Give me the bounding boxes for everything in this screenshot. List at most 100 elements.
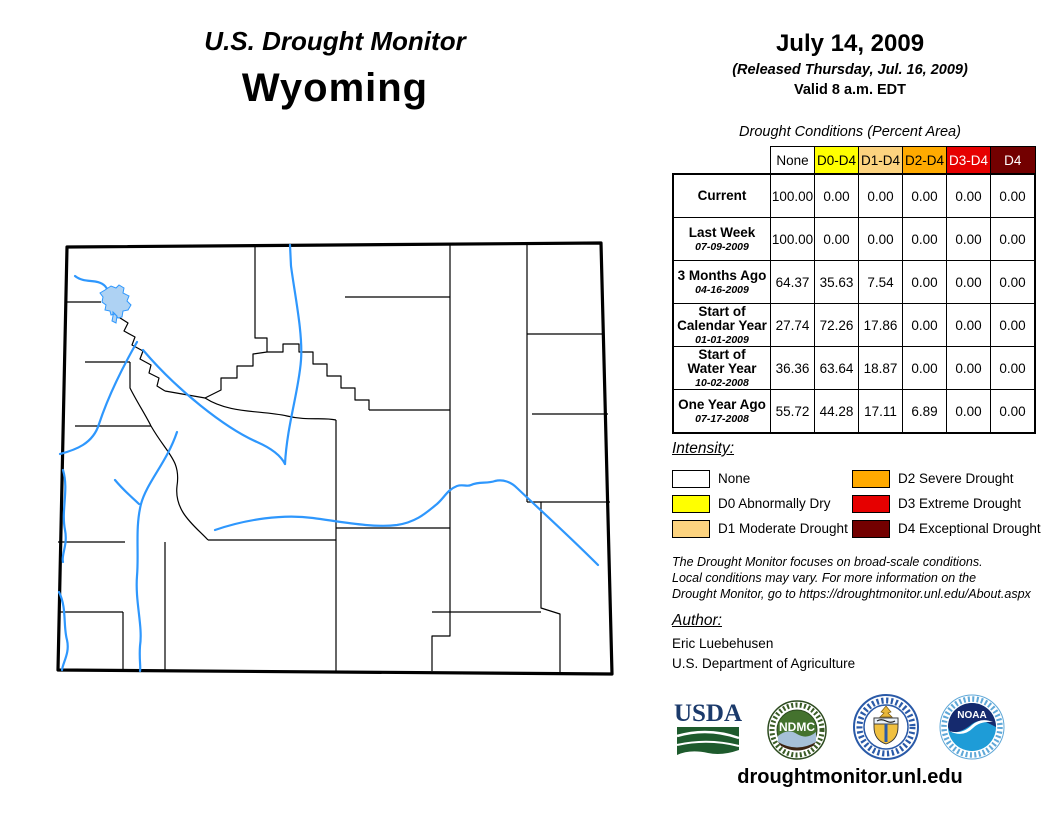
table-cell: 55.72 — [770, 389, 815, 434]
state-title: Wyoming — [241, 66, 429, 110]
table-cell: 0.00 — [946, 389, 991, 434]
table-cell: 0.00 — [946, 260, 991, 304]
legend-swatch — [852, 494, 890, 513]
row-label: Last Week — [688, 224, 756, 240]
table-cell: 0.00 — [902, 303, 947, 347]
legend-item: D3 Extreme Drought — [852, 491, 1041, 516]
legend-item: D2 Severe Drought — [852, 466, 1041, 491]
table-row: Last Week 07-09-2009 100.00 0.00 0.00 0.00 0.0… — [672, 217, 1036, 261]
table-cell: 44.28 — [814, 389, 859, 434]
drought-conditions-table: None D0-D4 D1-D4 D2-D4 D3-D4 D4 Current 100.00… — [672, 146, 1036, 434]
table-corner-cell — [673, 147, 771, 175]
table-cell: 0.00 — [990, 173, 1036, 218]
commerce-seal-logo — [853, 694, 919, 760]
agency-logos: USDA NDMC — [672, 694, 1028, 764]
legend-item: None — [672, 466, 848, 491]
legend-item: D0 Abnormally Dry — [672, 491, 848, 516]
table-cell: 18.87 — [858, 346, 903, 390]
table-cell: 0.00 — [990, 217, 1036, 261]
disclaimer-line: The Drought Monitor focuses on broad-sca… — [672, 555, 983, 569]
table-cell: 100.00 — [770, 173, 815, 218]
table-cell: 64.37 — [770, 260, 815, 304]
table-cell: 0.00 — [902, 260, 947, 304]
table-cell: 63.64 — [814, 346, 859, 390]
table-cell: 7.54 — [858, 260, 903, 304]
svg-text:NOAA: NOAA — [957, 710, 986, 721]
legend-right-column: D2 Severe Drought D3 Extreme Drought D4 Ex… — [852, 466, 1041, 541]
column-header-none: None — [770, 146, 815, 175]
legend-swatch — [672, 494, 710, 513]
column-header-d2-d4: D2-D4 — [902, 146, 947, 175]
table-cell: 0.00 — [946, 346, 991, 390]
table-cell: 0.00 — [990, 389, 1036, 434]
author-org: U.S. Department of Agriculture — [672, 656, 856, 671]
noaa-logo: NOAA — [939, 694, 1005, 760]
row-date: 04-16-2009 — [695, 283, 749, 296]
table-cell: 0.00 — [990, 303, 1036, 347]
table-cell: 0.00 — [946, 303, 991, 347]
legend-label: D3 Extreme Drought — [898, 496, 1022, 511]
legend-label: D0 Abnormally Dry — [718, 496, 831, 511]
row-label-cell: Last Week 07-09-2009 — [672, 217, 771, 261]
legend-swatch — [672, 469, 710, 488]
table-cell: 6.89 — [902, 389, 947, 434]
table-caption: Drought Conditions (Percent Area) — [739, 124, 961, 140]
legend-swatch — [852, 469, 890, 488]
released-date: (Released Thursday, Jul. 16, 2009) — [732, 62, 968, 78]
column-header-d4: D4 — [990, 146, 1036, 175]
page-title: U.S. Drought Monitor — [204, 26, 466, 56]
legend-swatch — [672, 519, 710, 538]
legend-label: D4 Exceptional Drought — [898, 521, 1041, 536]
column-header-d3-d4: D3-D4 — [946, 146, 991, 175]
disclaimer-line: Local conditions may vary. For more info… — [672, 571, 977, 585]
row-label: Start of Water Year — [687, 346, 757, 376]
state-border — [56, 241, 614, 676]
row-label-cell: 3 Months Ago 04-16-2009 — [672, 260, 771, 304]
yellowstone-lake — [99, 284, 132, 324]
table-cell: 0.00 — [902, 173, 947, 218]
legend-item: D1 Moderate Drought — [672, 516, 848, 541]
table-cell: 100.00 — [770, 217, 815, 261]
legend-label: D1 Moderate Drought — [718, 521, 848, 536]
column-header-d1-d4: D1-D4 — [858, 146, 903, 175]
row-label-cell: Start of Calendar Year 01-01-2009 — [672, 303, 771, 347]
usda-logo: USDA — [674, 700, 742, 755]
table-row: One Year Ago 07-17-2008 55.72 44.28 17.11 6.8… — [672, 389, 1036, 434]
row-label: Current — [697, 188, 747, 203]
row-date: 10-02-2008 — [695, 376, 749, 389]
table-cell: 0.00 — [902, 346, 947, 390]
report-header: July 14, 2009 (Released Thursday, Jul. 1… — [672, 30, 1028, 98]
legend-label: None — [718, 471, 751, 486]
table-cell: 0.00 — [990, 346, 1036, 390]
intensity-title: Intensity: — [672, 440, 735, 457]
ndmc-logo: NDMC — [767, 700, 827, 760]
author-name: Eric Luebehusen — [672, 636, 774, 651]
table-header-row: None D0-D4 D1-D4 D2-D4 D3-D4 D4 — [673, 146, 1036, 175]
table-row: Start of Calendar Year 01-01-2009 27.74 72.… — [672, 303, 1036, 347]
table-cell: 0.00 — [858, 173, 903, 218]
site-url: droughtmonitor.unl.edu — [737, 766, 963, 788]
report-date: July 14, 2009 — [775, 30, 925, 57]
row-label-cell: Start of Water Year 10-02-2008 — [672, 346, 771, 390]
legend-label: D2 Severe Drought — [898, 471, 1014, 486]
legend-item: D4 Exceptional Drought — [852, 516, 1041, 541]
valid-time: Valid 8 a.m. EDT — [793, 82, 906, 98]
table-cell: 0.00 — [946, 217, 991, 261]
table-cell: 35.63 — [814, 260, 859, 304]
table-row: 3 Months Ago 04-16-2009 64.37 35.63 7.54 0.00… — [672, 260, 1036, 304]
table-cell: 0.00 — [990, 260, 1036, 304]
table-cell: 0.00 — [946, 173, 991, 218]
row-label: One Year Ago — [678, 396, 766, 412]
author-title: Author: — [672, 612, 722, 629]
table-cell: 17.11 — [858, 389, 903, 434]
disclaimer-line: Drought Monitor, go to https://droughtmo… — [672, 587, 1031, 601]
svg-text:NDMC: NDMC — [779, 720, 815, 734]
table-row: Start of Water Year 10-02-2008 36.36 63.64 1… — [672, 346, 1036, 390]
legend-swatch — [852, 519, 890, 538]
svg-text:USDA: USDA — [674, 700, 742, 727]
row-label-cell: One Year Ago 07-17-2008 — [672, 389, 771, 434]
disclaimer-text: The Drought Monitor focuses on broad-sca… — [672, 554, 1031, 602]
table-cell: 27.74 — [770, 303, 815, 347]
row-date: 07-17-2008 — [695, 412, 749, 425]
table-cell: 72.26 — [814, 303, 859, 347]
